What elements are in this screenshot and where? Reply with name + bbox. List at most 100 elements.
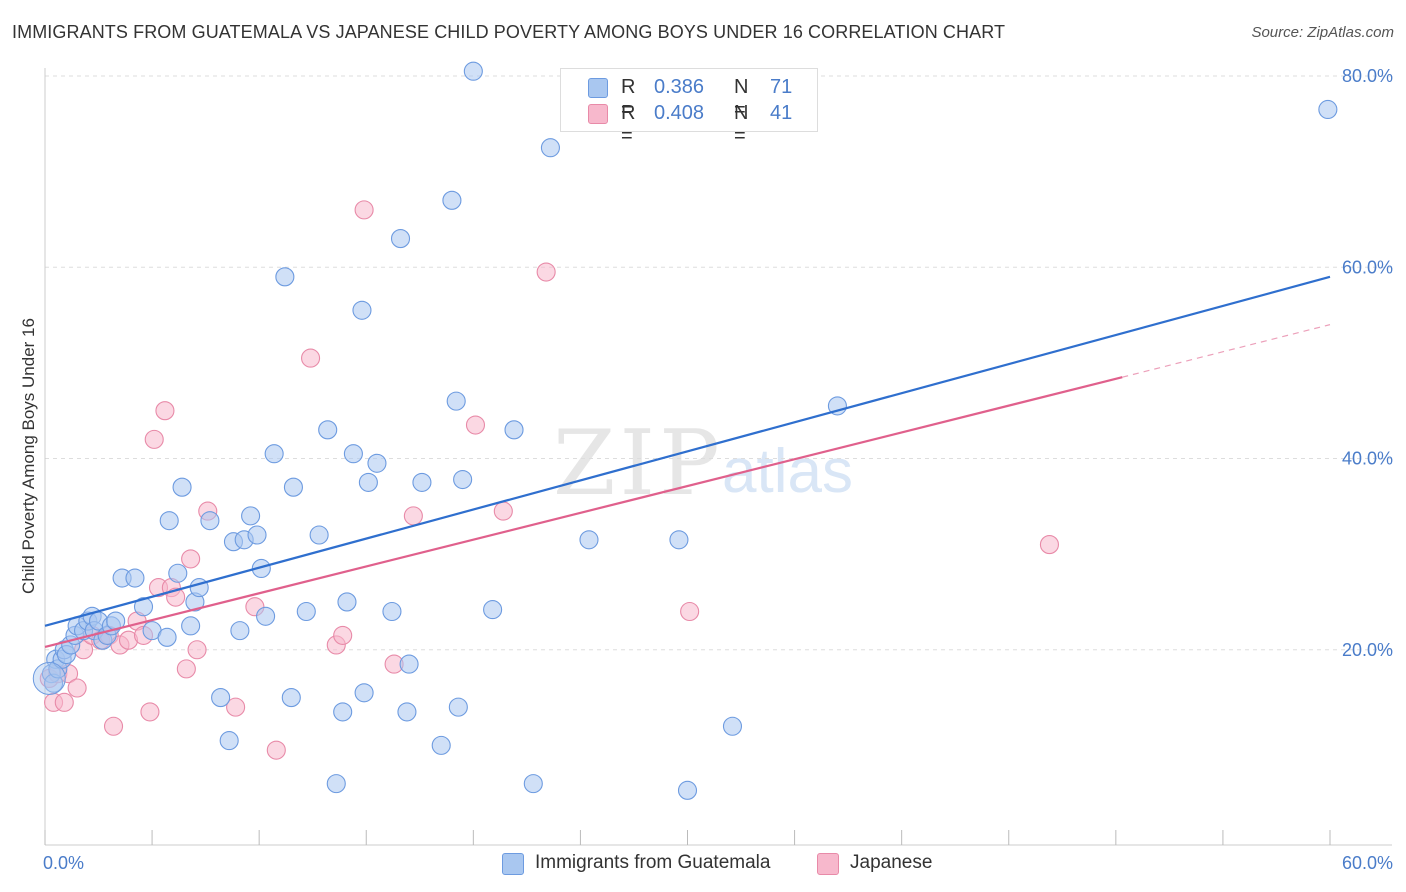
data-point-guatemala [219, 731, 239, 751]
data-point-guatemala [453, 469, 473, 490]
bottom-legend-swatch-japanese [817, 853, 839, 875]
tick-labels: 20.0% 40.0% 60.0% 80.0% 0.0% 60.0% [43, 66, 1393, 873]
data-point-guatemala-cluster [32, 661, 66, 695]
data-point-japanese [266, 740, 286, 760]
data-point-guatemala [397, 702, 417, 722]
legend-n-label: N = [734, 102, 749, 147]
data-point-guatemala [523, 774, 543, 794]
data-point-guatemala [677, 780, 698, 800]
data-point-guatemala [504, 420, 524, 440]
bottom-legend-swatch-guatemala [502, 853, 524, 875]
data-point-japanese [226, 697, 246, 717]
data-point-guatemala [446, 391, 466, 411]
data-point-guatemala [172, 477, 192, 497]
data-point-japanese [176, 659, 196, 679]
trend-lines [44, 275, 1331, 648]
data-point-guatemala [211, 688, 231, 708]
data-point-guatemala [412, 472, 432, 492]
data-point-guatemala [200, 511, 220, 531]
legend-swatch-guatemala [588, 78, 608, 98]
data-point-japanese [536, 262, 556, 282]
data-point-guatemala [343, 444, 363, 464]
data-point-japanese [103, 716, 124, 736]
legend-r-label: R = [621, 76, 636, 121]
data-point-japanese [67, 678, 87, 698]
axes [44, 68, 1392, 846]
data-point-guatemala [722, 716, 743, 736]
data-point-guatemala [669, 530, 689, 550]
y-tick-label: 80.0% [1342, 66, 1393, 86]
legend-r-label: R = [621, 102, 636, 147]
data-point-guatemala [230, 621, 250, 641]
data-point-guatemala [431, 735, 451, 755]
data-point-guatemala [442, 190, 462, 210]
data-point-guatemala [125, 568, 145, 588]
watermark-zip: ZIP [553, 411, 724, 516]
data-point-guatemala [448, 697, 468, 717]
correlation-legend: R = 0.386 N = 71 R = 0.408 N = 41 [560, 68, 818, 147]
data-point-guatemala [157, 627, 177, 647]
data-point-japanese [354, 200, 374, 220]
data-point-guatemala [264, 444, 284, 464]
data-point-guatemala [181, 616, 201, 636]
legend-n-value: 41 [770, 102, 793, 124]
data-point-guatemala [354, 683, 374, 703]
data-point-guatemala [540, 138, 560, 158]
data-point-japanese [680, 601, 700, 622]
data-point-guatemala [296, 601, 316, 622]
source-credit: Source: ZipAtlas.com [1251, 24, 1394, 41]
grid [45, 75, 1392, 651]
y-tick-label: 20.0% [1342, 640, 1393, 660]
data-point-japanese [155, 401, 175, 421]
data-point-japanese [403, 506, 423, 526]
data-point-guatemala [337, 592, 357, 612]
data-point-guatemala [326, 774, 346, 794]
watermark: ZIP atlas [553, 411, 853, 516]
trend-line-japanese [44, 376, 1123, 648]
legend-n-value: 71 [770, 76, 793, 98]
data-point-japanese [181, 549, 201, 569]
data-point-guatemala [256, 606, 276, 626]
data-point-guatemala [367, 453, 387, 473]
data-point-guatemala [283, 477, 303, 497]
y-tick-label: 60.0% [1342, 257, 1393, 277]
data-point-guatemala [390, 229, 411, 249]
series-japanese [39, 200, 1059, 760]
bottom-legend-label: Japanese [850, 852, 933, 873]
x-tick-label: 0.0% [43, 853, 84, 873]
y-tick-label: 40.0% [1342, 449, 1393, 469]
data-point-guatemala [168, 563, 188, 583]
data-point-japanese [187, 640, 207, 660]
trend-line-guatemala [44, 275, 1331, 627]
data-point-guatemala [247, 525, 267, 545]
data-point-guatemala [399, 654, 419, 674]
chart-title: IMMIGRANTS FROM GUATEMALA VS JAPANESE CH… [12, 22, 1006, 42]
data-point-guatemala [463, 61, 483, 81]
data-point-guatemala [159, 511, 179, 531]
data-point-guatemala [275, 267, 295, 287]
bottom-legend-label: Immigrants from Guatemala [535, 852, 771, 873]
data-point-japanese [301, 348, 321, 368]
data-point-guatemala [352, 300, 372, 320]
trend-line-japanese-extension [1122, 324, 1331, 378]
data-point-guatemala [1318, 99, 1338, 120]
data-point-guatemala [382, 601, 402, 622]
data-point-guatemala [333, 702, 353, 722]
data-point-guatemala [579, 530, 599, 550]
data-point-japanese [144, 429, 164, 449]
data-point-japanese [1039, 535, 1059, 555]
data-point-japanese [333, 625, 353, 645]
data-point-guatemala [309, 525, 329, 545]
data-point-guatemala [241, 506, 261, 526]
legend-r-value: 0.408 [654, 102, 705, 124]
legend-n-label: N = [734, 76, 749, 121]
legend-r-value: 0.386 [654, 76, 705, 98]
data-point-guatemala [483, 600, 503, 620]
data-point-japanese [54, 692, 74, 712]
data-point-guatemala [358, 472, 378, 492]
data-point-guatemala [318, 420, 338, 440]
x-tick-label: 60.0% [1342, 853, 1393, 873]
data-point-guatemala [133, 597, 154, 617]
data-point-guatemala [281, 688, 301, 708]
